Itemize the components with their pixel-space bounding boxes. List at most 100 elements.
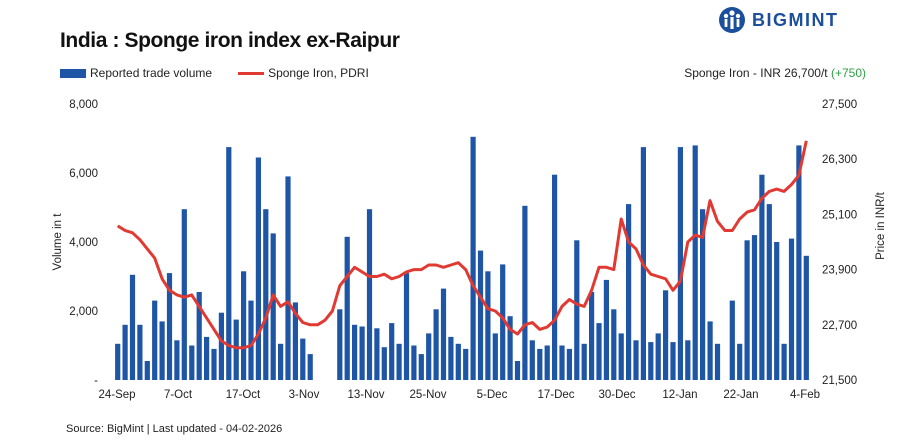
volume-bar [129,274,136,380]
volume-bar [144,361,150,380]
volume-bar [766,204,772,380]
volume-bar [603,279,609,380]
chart-legend: Reported trade volume Sponge Iron, PDRI [60,66,395,80]
volume-bar [122,324,128,380]
x-tick-label: 3-Nov [289,389,320,401]
volume-bar [226,147,232,380]
volume-bar [463,348,469,380]
volume-bar [411,345,417,380]
volume-bar [781,343,787,380]
volume-bar [537,348,543,380]
volume-bar [278,343,284,380]
volume-bar [796,145,802,380]
volume-bar [788,238,795,380]
volume-bar [633,340,639,380]
volume-bar [670,342,676,380]
volume-bar [544,345,550,380]
x-tick-label: 30-Dec [598,389,635,401]
volume-bar [655,333,661,380]
volume-bar [211,348,217,380]
x-tick-label: 22-Jan [723,389,758,401]
volume-bar [611,309,617,380]
volume-bar [403,273,410,380]
y-left-tick-label: 4,000 [69,237,98,249]
volume-bar [307,354,313,380]
volume-bar [115,343,121,380]
volume-bar [552,174,558,380]
volume-bar [396,343,402,380]
volume-bar [137,324,143,380]
volume-bar [204,336,210,380]
volume-bar [255,157,261,380]
volume-bar [241,271,247,380]
volume-bar [759,174,765,380]
price-note-text: Sponge Iron - INR 26,700/t [684,66,828,80]
price-note: Sponge Iron - INR 26,700/t (+750) [684,66,866,80]
volume-bar [492,333,498,380]
y-left-tick-label: 6,000 [69,168,98,180]
volume-bar [263,209,269,380]
volume-bar [507,316,513,380]
y-right-axis-label: Price in INR/t [875,191,887,260]
y-left-tick-label: 2,000 [69,306,98,318]
y-right-tick-label: 27,500 [822,99,857,111]
volume-bar [522,205,528,380]
volume-bar [648,342,654,380]
y-right-tick-label: 23,900 [822,265,857,277]
volume-bar [596,323,602,380]
price-change: (+750) [830,66,866,80]
x-tick-label: 12-Jan [662,389,697,401]
volume-bar [737,343,743,380]
legend-label-price: Sponge Iron, PDRI [268,66,369,80]
y-right-tick-label: 21,500 [822,375,857,387]
volume-bar [626,204,632,380]
volume-bar [485,271,491,380]
volume-bar [751,235,758,380]
x-tick-label: 5-Dec [477,389,508,401]
volume-bar [663,290,669,380]
volume-bar [470,136,476,380]
legend-swatch-bar [60,68,86,78]
x-tick-label: 13-Nov [347,389,384,401]
legend-label-volume: Reported trade volume [90,66,213,80]
bigmint-logo-icon [719,7,745,33]
x-tick-label: 25-Nov [409,389,446,401]
volume-bar [774,242,780,380]
volume-bar [270,233,276,380]
volume-bar [692,145,698,380]
volume-bar [196,292,202,380]
volume-bar [366,209,373,380]
volume-bar [744,240,750,380]
volume-bar [729,300,735,380]
y-left-tick-label: 8,000 [69,99,98,111]
volume-bar [189,345,195,380]
volume-bar [574,240,580,380]
volume-bar [159,321,165,380]
volume-bar [448,336,454,380]
y-right-tick-label: 26,300 [822,154,857,166]
x-tick-label: 7-Oct [164,389,193,401]
volume-bar [477,250,484,380]
legend-item-volume: Reported trade volume [60,66,212,80]
volume-bar [433,309,439,380]
volume-bar [352,324,358,380]
y-right-tick-label: 25,100 [822,209,857,221]
source-note: Source: BigMint | Last updated - 04-02-2… [66,423,283,435]
volume-bar [803,255,809,380]
chart-title: India : Sponge iron index ex-Raipur [60,29,400,52]
volume-bar [685,340,691,380]
volume-bar [381,347,387,380]
x-tick-label: 17-Oct [226,389,261,401]
volume-bar [677,147,683,380]
volume-bar [233,319,239,380]
volume-bar [166,273,173,380]
legend-item-price: Sponge Iron, PDRI [238,66,369,80]
volume-bar [559,345,565,380]
volume-bar [714,343,721,380]
volume-bar [529,340,535,380]
volume-bar [218,312,224,380]
y-left-tick-label: - [94,375,98,387]
y-left-axis-label: Volume in t [52,213,64,271]
volume-bar [707,321,713,380]
